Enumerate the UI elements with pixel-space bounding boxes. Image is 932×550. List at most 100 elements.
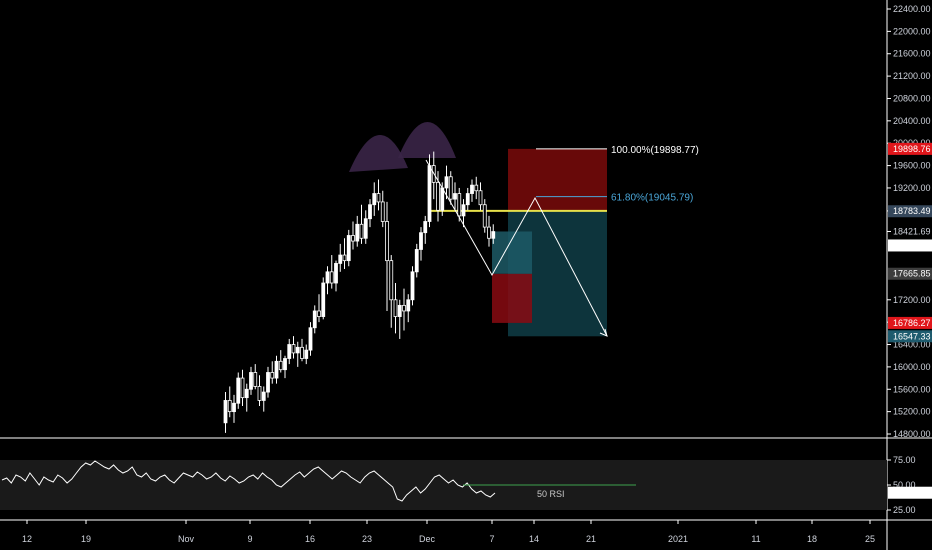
candle-body <box>363 218 368 239</box>
price-badge-bg <box>888 267 932 280</box>
x-tick-label: 16 <box>305 534 315 544</box>
projection-path <box>425 159 608 337</box>
price-badge-bg <box>888 142 932 155</box>
fib-label: 61.80%(19045.79) <box>611 193 693 204</box>
candle-body <box>317 310 321 317</box>
price-tick-label: 14800.00 <box>893 429 931 439</box>
price-tick-label: 16400.00 <box>893 340 931 350</box>
candle-body <box>236 377 241 404</box>
price-badge-bg <box>888 330 932 343</box>
candle-body <box>321 282 326 317</box>
candle-body <box>304 349 309 359</box>
candle-body <box>461 204 466 217</box>
candle-body <box>402 304 406 312</box>
price-badge: 16786.27 <box>888 316 932 329</box>
rsi-tick-label: 25.00 <box>893 505 916 515</box>
rsi-tick-label: 75.00 <box>893 455 916 465</box>
x-tick-label: Dec <box>419 534 436 544</box>
fib-label: 100.00%(19898.77) <box>611 145 699 156</box>
candle-body <box>300 346 304 359</box>
candle-body <box>380 201 385 222</box>
candle-body <box>389 260 394 301</box>
x-tick-label: 14 <box>529 534 539 544</box>
candle-body <box>448 176 453 200</box>
candle-body <box>291 344 296 354</box>
candle-body <box>487 226 491 239</box>
candle-body <box>385 221 389 262</box>
candles <box>223 151 496 433</box>
stop-loss-zone <box>508 148 607 211</box>
x-tick-label: 9 <box>247 534 252 544</box>
x-tick-label: 21 <box>586 534 596 544</box>
candle-body <box>240 377 245 399</box>
candle-body <box>414 249 419 273</box>
rsi-badge-bg <box>888 486 932 499</box>
candle-body <box>427 165 432 222</box>
candle-body <box>329 271 334 284</box>
price-tick-label: 18421.69 <box>893 226 931 236</box>
x-tick-label: 12 <box>22 534 32 544</box>
candle-body <box>223 400 228 424</box>
candle-body <box>474 184 479 192</box>
price-badge-bg <box>888 316 932 329</box>
price-tick-label: 22000.00 <box>893 26 931 36</box>
candle-body <box>274 360 279 379</box>
candle-body <box>308 327 313 351</box>
candle-body <box>266 372 270 393</box>
price-tick-label: 21200.00 <box>893 71 931 81</box>
x-tick-label: Nov <box>178 534 195 544</box>
small-risk-zone <box>492 273 532 323</box>
price-tick-label: 19200.00 <box>893 183 931 193</box>
candle-body <box>470 184 474 194</box>
candle-body <box>270 372 275 379</box>
candle-body <box>312 310 317 329</box>
price-tick-label: 19600.00 <box>893 161 931 171</box>
price-tick-label: 16000.00 <box>893 362 931 372</box>
candle-body <box>453 193 457 200</box>
price-badge-bg <box>888 239 932 252</box>
rsi-current-badge: 42.28 <box>893 488 916 498</box>
price-tick-label: 15600.00 <box>893 384 931 394</box>
price-badge: 19898.76 <box>888 142 932 155</box>
small-reward-zone <box>492 231 532 274</box>
price-badge-bg <box>888 205 932 218</box>
x-tick-label: 25 <box>865 534 875 544</box>
projection-arrow <box>599 328 608 337</box>
candle-body <box>482 204 487 228</box>
candle-body <box>444 176 449 189</box>
candle-body <box>227 400 232 413</box>
candle-body <box>376 193 381 203</box>
candle-body <box>465 193 470 206</box>
candle-body <box>257 386 262 401</box>
candle-body <box>351 235 355 242</box>
candle-body <box>249 372 253 390</box>
x-tick-label: 11 <box>751 534 760 544</box>
price-badge-label: 16786.27 <box>893 318 931 328</box>
left-shoulder-arc <box>349 134 408 172</box>
candle-body <box>338 254 343 264</box>
candle-body <box>334 263 338 284</box>
price-tick-label: 15200.00 <box>893 407 931 417</box>
price-badge: 17665.85 <box>888 267 932 280</box>
candle-body <box>491 231 496 239</box>
price-tick-label: 22400.00 <box>893 4 931 14</box>
price-badge: 18783.49 <box>888 205 932 218</box>
candle-body <box>406 299 411 312</box>
candle-body <box>393 299 398 317</box>
x-tick-label: 7 <box>489 534 494 544</box>
candle-body <box>244 388 249 399</box>
candle-body <box>372 193 377 206</box>
candle-body <box>253 372 258 387</box>
rsi-line <box>1 460 496 502</box>
candle-body <box>346 235 351 262</box>
candle-body <box>278 360 283 371</box>
candle-body <box>342 254 347 262</box>
candle-body <box>440 187 445 211</box>
candle-body <box>355 223 360 242</box>
candle-body <box>232 402 236 413</box>
x-tick-label: 19 <box>81 534 91 544</box>
price-tick-label: 20800.00 <box>893 93 931 103</box>
candle-body <box>419 232 423 250</box>
candle-body <box>261 391 266 401</box>
